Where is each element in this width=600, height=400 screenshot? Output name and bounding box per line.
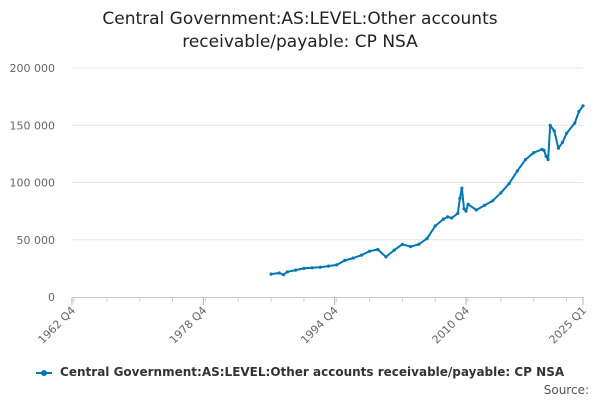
data-point <box>277 271 281 275</box>
data-point <box>302 266 306 270</box>
data-point <box>466 202 470 206</box>
data-point <box>577 109 581 114</box>
data-point <box>462 207 466 211</box>
data-point <box>351 256 355 260</box>
data-point <box>552 129 556 133</box>
data-point <box>294 268 298 272</box>
y-tick-label: 100 000 <box>10 177 56 190</box>
line-chart: 0 50 000 100 000 150 000 200 000 1962 Q4 1978 … <box>10 62 590 346</box>
data-point <box>417 242 421 246</box>
y-tick-label: 50 000 <box>17 234 56 247</box>
data-point <box>368 249 372 253</box>
data-point <box>456 211 460 215</box>
x-tick-label: 2025 Q1 <box>547 304 590 347</box>
data-point <box>441 217 445 221</box>
data-point <box>458 196 462 201</box>
gridlines <box>72 67 583 241</box>
data-point <box>482 203 487 207</box>
chart-title-line-1: Central Government:AS:LEVEL:Other accoun… <box>102 9 498 29</box>
data-point <box>281 273 285 277</box>
legend[interactable]: Central Government:AS:LEVEL:Other accoun… <box>0 365 600 379</box>
series-layer <box>269 104 585 277</box>
chart-title: Central Government:AS:LEVEL:Other accoun… <box>40 8 560 54</box>
data-point <box>581 104 585 108</box>
data-point <box>532 151 536 155</box>
data-point <box>573 121 577 125</box>
data-point <box>326 264 331 268</box>
data-point <box>409 245 413 249</box>
data-point <box>546 158 550 162</box>
data-point <box>335 263 339 267</box>
data-point <box>548 123 552 127</box>
data-point <box>464 209 468 213</box>
data-point <box>560 140 565 144</box>
data-point <box>507 182 511 186</box>
legend-series-label: Central Government:AS:LEVEL:Other accoun… <box>60 365 565 379</box>
data-point <box>318 265 322 269</box>
y-tick-label: 0 <box>48 291 55 304</box>
data-point <box>392 248 396 252</box>
data-point <box>310 266 314 270</box>
data-point <box>491 199 495 203</box>
data-point <box>433 224 437 228</box>
series-line <box>270 105 584 276</box>
x-tick-label: 1994 Q4 <box>298 304 341 347</box>
x-tick-label: 2010 Q4 <box>430 304 473 347</box>
data-point <box>542 148 546 152</box>
data-point <box>474 208 478 212</box>
legend-series-swatch <box>35 368 52 378</box>
data-point <box>515 169 519 173</box>
data-point <box>450 216 454 220</box>
y-tick-label: 200 000 <box>10 62 56 75</box>
data-point <box>460 186 464 190</box>
data-point <box>376 247 380 252</box>
y-tick-label: 150 000 <box>10 119 56 132</box>
data-point <box>556 146 561 150</box>
x-tick-label: 1962 Q4 <box>36 304 79 347</box>
axes: 0 50 000 100 000 150 000 200 000 1962 Q4 1978 … <box>10 62 590 346</box>
data-point <box>499 191 503 195</box>
data-point <box>446 215 450 219</box>
data-point <box>400 242 404 246</box>
data-point <box>425 237 429 241</box>
x-tick-label: 1978 Q4 <box>167 304 210 347</box>
data-point <box>359 253 363 257</box>
data-point <box>523 158 528 162</box>
chart-title-line-2: receivable/payable: CP NSA <box>182 32 418 52</box>
data-point <box>269 272 273 276</box>
source-label: Source: <box>543 383 589 397</box>
data-point <box>565 131 569 135</box>
data-point <box>343 258 347 262</box>
data-point <box>285 270 290 274</box>
data-point <box>544 154 548 158</box>
data-point <box>384 255 388 259</box>
